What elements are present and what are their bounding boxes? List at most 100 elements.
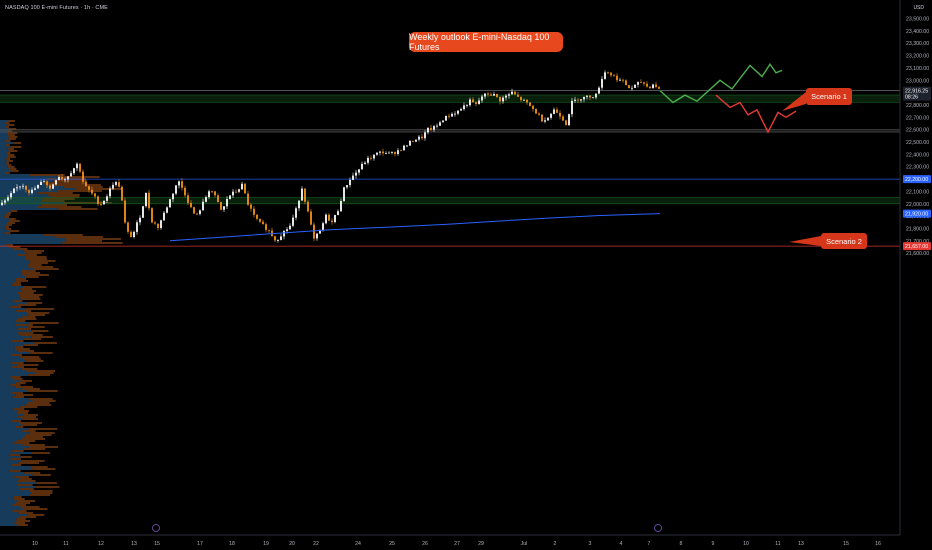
volume-profile-bar xyxy=(5,126,10,128)
volume-profile-bar xyxy=(0,314,29,316)
event-markers[interactable] xyxy=(152,524,662,532)
volume-profile-bar xyxy=(0,510,13,512)
candle-body xyxy=(49,185,51,189)
candle-body xyxy=(4,200,6,203)
candle-body xyxy=(493,94,495,96)
volume-profile-bar xyxy=(43,182,86,184)
volume-profile-bar xyxy=(0,386,16,388)
volume-profile-bar xyxy=(0,326,28,328)
candle-body xyxy=(658,87,660,89)
event-marker-icon[interactable] xyxy=(152,524,160,532)
candle-body xyxy=(181,181,183,188)
time-axis[interactable]: 10 11 12 13 15 17 18 19 20 22 24 25 26 27 29 Jul 2 3 4 7 8 9 1… xyxy=(32,541,881,547)
candle-body xyxy=(163,212,165,221)
volume-profile-bar xyxy=(0,448,24,450)
candle-body xyxy=(178,181,180,186)
candle-body xyxy=(127,222,129,232)
price-tick-label: 22,400.00 xyxy=(906,152,929,158)
volume-profile-bar xyxy=(10,146,22,148)
price-tick-label: 22,700.00 xyxy=(906,115,929,121)
candle-body xyxy=(406,145,408,147)
candle-body xyxy=(169,199,171,208)
volume-profile-bar xyxy=(0,258,26,260)
candle-body xyxy=(160,220,162,228)
candle-body xyxy=(484,93,486,97)
volume-profile-bar xyxy=(11,366,24,368)
volume-profile-bar xyxy=(65,238,122,240)
candle-body xyxy=(331,220,333,222)
volume-profile-bar xyxy=(0,364,18,366)
volume-profile-bar xyxy=(18,416,36,418)
candle-body xyxy=(400,150,402,152)
volume-profile-bar xyxy=(0,350,18,352)
price-tick-label: 21,800.00 xyxy=(906,226,929,232)
scenario2-arrow-path xyxy=(715,94,797,134)
candle-body xyxy=(229,195,231,200)
price-zone xyxy=(0,129,900,133)
volume-profile-bar xyxy=(0,138,9,140)
volume-profile-bar xyxy=(0,338,24,340)
volume-profile-bar xyxy=(54,236,103,238)
volume-profile-bar xyxy=(0,150,9,152)
candle-body xyxy=(448,115,450,117)
candle-body xyxy=(625,80,627,86)
candle-body xyxy=(289,225,291,230)
volume-profile-bar xyxy=(0,140,5,142)
candle-body xyxy=(292,217,294,226)
volume-profile-bar xyxy=(9,454,21,456)
volume-profile-bar xyxy=(63,186,103,188)
candle-body xyxy=(481,96,483,101)
volume-profile-bar xyxy=(0,490,30,492)
candle-body xyxy=(376,152,378,155)
event-marker-icon[interactable] xyxy=(654,524,662,532)
candle-body xyxy=(325,214,327,224)
candle-body xyxy=(67,176,69,180)
time-tick-label: 11 xyxy=(63,541,68,547)
volume-profile-bar xyxy=(0,382,16,384)
volume-profile-bar xyxy=(5,162,10,164)
volume-profile-bar xyxy=(41,200,65,202)
candle-body xyxy=(307,201,309,212)
volume-profile-bar xyxy=(0,148,8,150)
volume-profile-bar xyxy=(0,474,33,476)
volume-profile-bar xyxy=(0,122,5,124)
candle-body xyxy=(613,75,615,77)
volume-profile-bar xyxy=(17,410,29,412)
volume-profile-bar xyxy=(13,496,22,498)
volume-profile-bar xyxy=(19,422,42,424)
volume-profile-bar xyxy=(31,492,53,494)
volume-profile-bar xyxy=(0,202,64,204)
candle-body xyxy=(454,113,456,115)
volume-profile-bar xyxy=(0,282,14,284)
scenario2-pointer xyxy=(789,236,821,246)
volume-profile-bar xyxy=(0,200,42,202)
volume-profile-bar xyxy=(0,312,27,314)
volume-profile-bar xyxy=(15,426,24,428)
volume-profile-bar xyxy=(0,348,15,350)
candle-body xyxy=(382,151,384,154)
candle-body xyxy=(418,136,420,140)
candle-body xyxy=(514,91,516,95)
volume-profile-bar xyxy=(0,176,58,178)
red-level-tag: 21,657.00 xyxy=(905,244,928,250)
candle-body xyxy=(94,193,96,197)
symbol-label: NASDAQ 100 E-mini Futures · 1h · CME xyxy=(5,5,108,11)
volume-profile-bar xyxy=(0,394,16,396)
volume-profile-bar xyxy=(0,486,36,488)
candle-body xyxy=(241,183,243,190)
volume-profile-bar xyxy=(13,300,23,302)
candle-body xyxy=(265,224,267,230)
candle-body xyxy=(100,204,102,205)
volume-profile-bar xyxy=(0,232,5,234)
candle-body xyxy=(7,197,9,201)
volume-profile-bar xyxy=(0,168,9,170)
candle-body xyxy=(256,214,258,219)
candle-body xyxy=(340,201,342,212)
volume-profile-bar xyxy=(33,268,59,270)
candle-body xyxy=(385,153,387,154)
candle-body xyxy=(280,236,282,241)
volume-profile-bar xyxy=(8,136,18,138)
volume-profile-bar xyxy=(0,194,47,196)
volume-profile-bar xyxy=(7,148,14,150)
